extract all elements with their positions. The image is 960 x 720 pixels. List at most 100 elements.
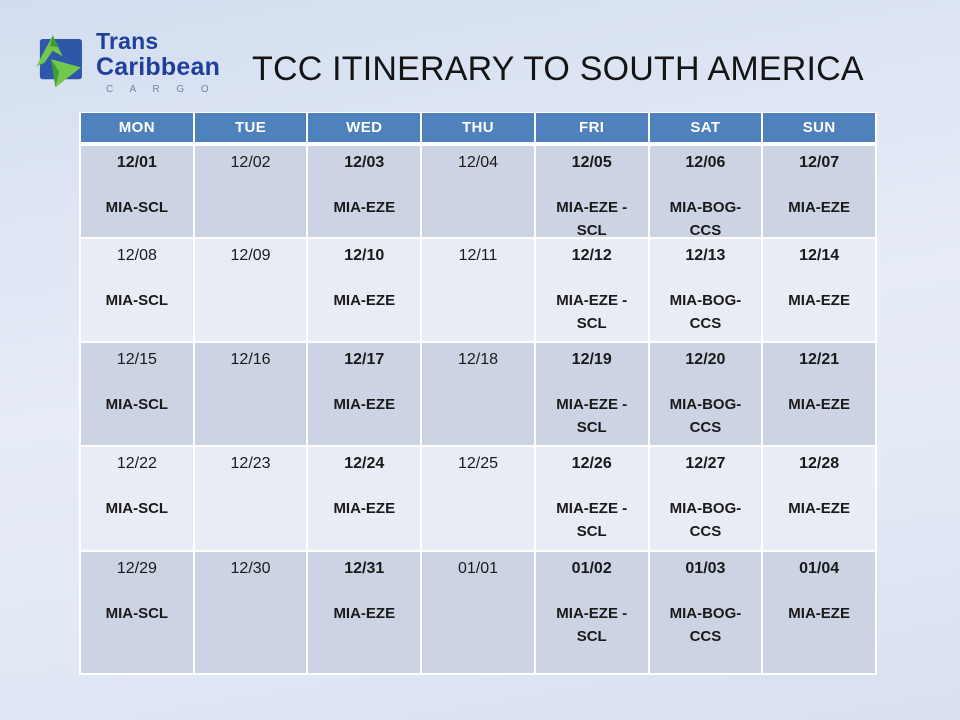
- calendar-cell: 12/10 MIA-EZE: [308, 239, 421, 341]
- calendar-cell: 12/29 MIA-SCL: [81, 552, 193, 673]
- cell-date: 12/22: [116, 455, 157, 472]
- cell-route: MIA-EZE: [333, 605, 396, 622]
- cell-route: MIA-SCL: [105, 396, 169, 413]
- cell-route: MIA-BOG- CCS: [669, 500, 742, 541]
- cell-date: 12/23: [230, 455, 271, 472]
- cell-date: 12/02: [230, 154, 271, 171]
- calendar-cell: 12/08 MIA-SCL: [81, 239, 193, 341]
- cell-date: 01/02: [571, 560, 612, 577]
- calendar-cell: 12/12 MIA-EZE - SCL: [535, 239, 648, 341]
- calendar-cell: 01/01: [422, 552, 534, 673]
- cell-route: MIA-EZE - SCL: [556, 605, 628, 646]
- calendar-cell: 01/02 MIA-EZE - SCL: [535, 552, 648, 673]
- calendar-cell: 12/22 MIA-SCL: [81, 447, 193, 550]
- cell-route: MIA-EZE: [788, 199, 850, 216]
- cell-route: MIA-EZE - SCL: [556, 396, 628, 437]
- cell-route: MIA-EZE: [788, 396, 850, 413]
- itinerary-table: MON TUE WED THU FRI SAT SUN 12/01 MIA-SCL…: [79, 112, 877, 675]
- column-header-mon: MON: [81, 113, 193, 142]
- logo-text: Trans Caribbean C A R G O: [96, 26, 220, 95]
- cell-route: MIA-BOG- CCS: [669, 292, 742, 333]
- cell-date: 12/31: [344, 560, 385, 577]
- cell-date: 12/17: [344, 351, 385, 368]
- cell-date: 01/01: [457, 560, 499, 577]
- column-header-sun: SUN: [763, 113, 875, 142]
- calendar-cell: 12/21 MIA-EZE: [763, 343, 875, 445]
- cell-date: 12/11: [458, 247, 498, 264]
- cell-route: MIA-EZE - SCL: [556, 199, 628, 240]
- column-header-tue: TUE: [194, 113, 307, 142]
- cell-route: MIA-BOG- CCS: [669, 199, 742, 240]
- cell-date: 12/16: [230, 351, 271, 368]
- calendar-cell: 12/06 MIA-BOG- CCS: [649, 146, 762, 239]
- cell-route: MIA-EZE: [333, 396, 396, 413]
- calendar-cell: 12/05 MIA-EZE - SCL: [535, 146, 648, 239]
- calendar-cell: 12/27 MIA-BOG- CCS: [649, 447, 762, 550]
- cell-date: 12/09: [230, 247, 271, 264]
- cell-date: 12/03: [344, 154, 385, 171]
- cell-date: 12/07: [799, 154, 840, 171]
- calendar-cell: 12/04: [422, 146, 534, 237]
- logo: Trans Caribbean C A R G O: [28, 26, 220, 95]
- cell-date: 01/04: [799, 560, 840, 577]
- calendar-cell: 12/19 MIA-EZE - SCL: [535, 343, 648, 445]
- cell-date: 12/10: [344, 247, 385, 264]
- page-title: TCC ITINERARY TO SOUTH AMERICA: [252, 50, 864, 88]
- calendar-cell: 12/03 MIA-EZE: [308, 146, 421, 237]
- cell-date: 12/30: [230, 560, 271, 577]
- cell-date: 12/27: [685, 455, 726, 472]
- cell-date: 12/06: [685, 154, 726, 171]
- cell-date: 12/19: [571, 351, 612, 368]
- cell-route: MIA-EZE: [788, 605, 850, 622]
- calendar-cell: 12/23: [194, 447, 307, 550]
- cell-route: MIA-SCL: [105, 605, 169, 622]
- cell-route: MIA-SCL: [105, 500, 169, 517]
- cell-route: MIA-EZE: [333, 292, 396, 309]
- calendar-cell: 12/14 MIA-EZE: [763, 239, 875, 341]
- cell-date: 12/20: [685, 351, 726, 368]
- calendar-cell: 12/01 MIA-SCL: [81, 146, 193, 237]
- calendar-cell: 12/17 MIA-EZE: [308, 343, 421, 445]
- calendar-cell: 12/24 MIA-EZE: [308, 447, 421, 550]
- calendar-cell: 12/18: [422, 343, 534, 445]
- cell-route: MIA-EZE: [333, 500, 396, 517]
- table-body: 12/01 MIA-SCL 12/02 12/03 MIA-EZE 12/04 12/05 M…: [81, 146, 875, 673]
- calendar-cell: 01/04 MIA-EZE: [763, 552, 875, 673]
- calendar-cell: 12/28 MIA-EZE: [763, 447, 875, 550]
- cell-date: 12/14: [799, 247, 840, 264]
- cell-route: MIA-BOG- CCS: [669, 605, 742, 646]
- logo-word-cargo: C A R G O: [106, 84, 216, 95]
- cell-route: MIA-SCL: [105, 199, 169, 216]
- calendar-cell: 12/26 MIA-EZE - SCL: [535, 447, 648, 550]
- cell-route: MIA-EZE: [333, 199, 396, 216]
- cell-route: MIA-EZE - SCL: [556, 292, 628, 333]
- cell-date: 12/15: [116, 351, 157, 368]
- logo-word-trans: Trans: [96, 28, 159, 54]
- calendar-cell: 12/11: [422, 239, 534, 341]
- calendar-cell: 12/13 MIA-BOG- CCS: [649, 239, 762, 341]
- calendar-cell: 12/16: [194, 343, 307, 445]
- cell-route: MIA-SCL: [105, 292, 169, 309]
- cell-route: MIA-EZE: [788, 500, 850, 517]
- column-header-fri: FRI: [535, 113, 648, 142]
- cell-date: 12/04: [457, 154, 499, 171]
- calendar-cell: 12/31 MIA-EZE: [308, 552, 421, 673]
- cell-date: 01/03: [685, 560, 726, 577]
- calendar-cell: 12/30: [194, 552, 307, 673]
- calendar-cell: 12/15 MIA-SCL: [81, 343, 193, 445]
- cell-date: 12/24: [344, 455, 385, 472]
- cell-route: MIA-EZE: [788, 292, 850, 309]
- column-header-sat: SAT: [649, 113, 762, 142]
- cell-date: 12/29: [116, 560, 157, 577]
- calendar-cell: 01/03 MIA-BOG- CCS: [649, 552, 762, 673]
- cell-date: 12/01: [116, 154, 157, 171]
- column-header-thu: THU: [422, 113, 534, 142]
- cell-date: 12/21: [799, 351, 840, 368]
- cell-date: 12/12: [571, 247, 612, 264]
- cell-date: 12/28: [799, 455, 840, 472]
- logo-emblem-icon: [36, 35, 82, 88]
- calendar-cell: 12/09: [194, 239, 307, 341]
- cell-date: 12/25: [457, 455, 499, 472]
- calendar-cell: 12/02: [194, 146, 307, 237]
